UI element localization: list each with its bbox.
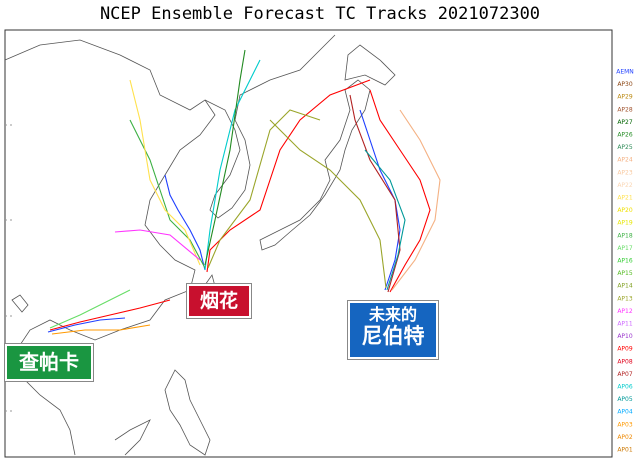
storm-label: 查帕卡 bbox=[19, 350, 79, 374]
storm-label: 烟花 bbox=[199, 290, 238, 312]
legend-entry: AP17 bbox=[617, 245, 633, 252]
legend-entry: AP18 bbox=[617, 232, 633, 239]
legend-entry: AP05 bbox=[617, 396, 633, 403]
graticule bbox=[5, 124, 14, 412]
legend-entry: AP10 bbox=[617, 333, 633, 340]
storm-label: 尼伯特 bbox=[361, 324, 425, 349]
legend-entry: AP15 bbox=[617, 270, 633, 277]
legend-entry: AP24 bbox=[617, 157, 633, 164]
label-box: 未来的 尼伯特 bbox=[348, 301, 438, 359]
legend-entry: AP02 bbox=[617, 434, 633, 441]
legend-entry: AP13 bbox=[617, 295, 633, 302]
legend-entry: AP26 bbox=[617, 132, 633, 139]
legend-entry: AP21 bbox=[617, 195, 633, 202]
legend-entry: AP29 bbox=[617, 94, 633, 101]
legend-entry: AP03 bbox=[617, 421, 633, 428]
label-box: 烟花 bbox=[187, 284, 251, 318]
legend-entry: AP08 bbox=[617, 358, 633, 365]
legend-entry: AP30 bbox=[617, 81, 633, 88]
legend-entry: AP19 bbox=[617, 220, 633, 227]
legend-entry: AP09 bbox=[617, 346, 633, 353]
legend-entry: AP22 bbox=[617, 182, 633, 189]
legend-entry: AP25 bbox=[617, 144, 633, 151]
legend-entry: AP07 bbox=[617, 371, 633, 378]
legend-entry: AP20 bbox=[617, 207, 633, 214]
legend-entry: AP11 bbox=[617, 321, 633, 328]
legend-entry: AP23 bbox=[617, 169, 633, 176]
legend-entry: AP14 bbox=[617, 283, 633, 290]
coastlines bbox=[4, 34, 396, 456]
legend-entry: AP28 bbox=[617, 106, 633, 113]
label-box: 查帕卡 bbox=[5, 344, 93, 381]
legend-entry: AP06 bbox=[617, 384, 633, 391]
map-frame bbox=[4, 29, 613, 458]
legend: AEMN AP30 AP29 AP28 AP27 AP26 AP25 AP24 AP23 AP22… bbox=[616, 69, 634, 454]
legend-entry: AP12 bbox=[617, 308, 633, 315]
legend-entry: AP16 bbox=[617, 258, 633, 265]
legend-entry: AEMN bbox=[616, 69, 634, 76]
storm-label: 未来的 bbox=[368, 305, 417, 324]
title: NCEP Ensemble Forecast TC Tracks 2021072… bbox=[100, 4, 540, 24]
legend-entry: AP04 bbox=[617, 409, 633, 416]
legend-entry: AP27 bbox=[617, 119, 633, 126]
tracks bbox=[47, 49, 441, 335]
legend-entry: AP01 bbox=[617, 447, 633, 454]
